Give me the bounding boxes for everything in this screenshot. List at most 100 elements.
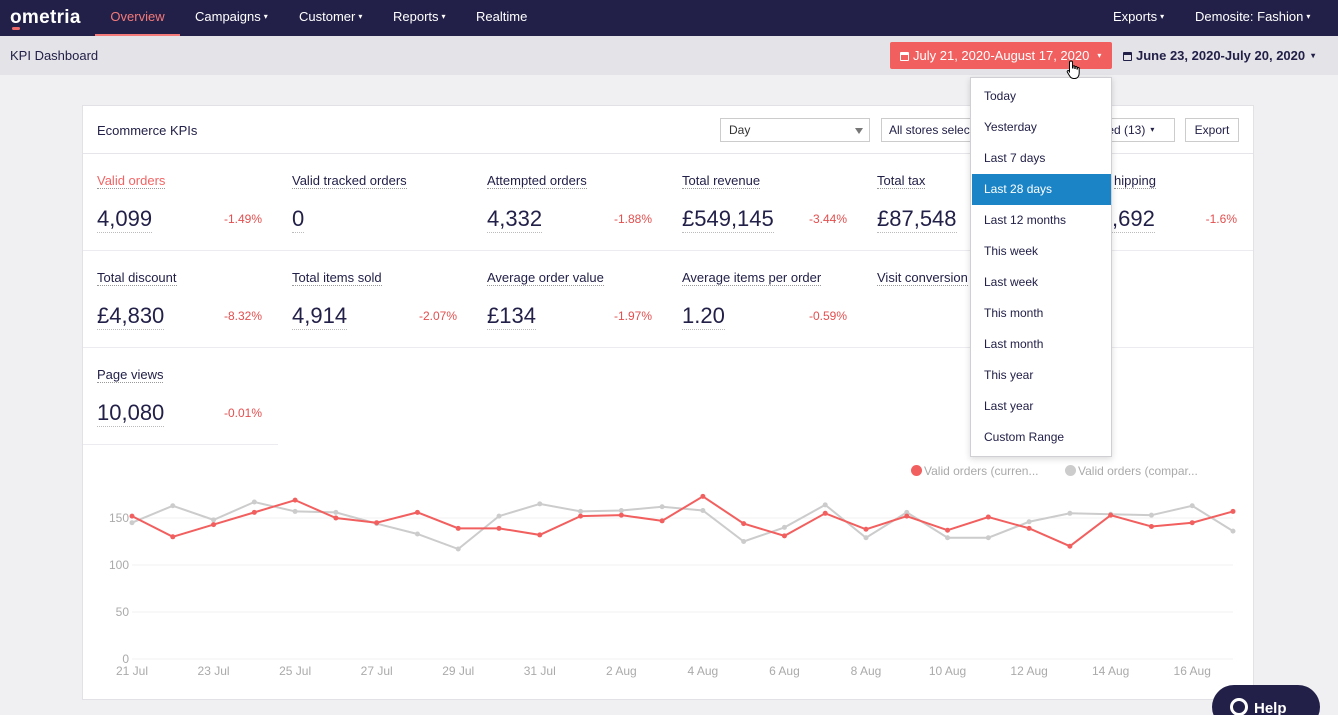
chevron-down-icon: ▾ (358, 12, 363, 21)
dropdown-item-last-12-months[interactable]: Last 12 months (984, 213, 1067, 227)
x-tick-label: 2 Aug (606, 664, 637, 678)
date-range-dropdown: Today Yesterday Last 7 days Last 28 days… (970, 77, 1112, 457)
kpi-name[interactable]: hipping (1114, 173, 1156, 189)
ometria-logo[interactable]: ometria (10, 7, 81, 28)
dropdown-item-last-year[interactable]: Last year (984, 399, 1034, 413)
kpi-name[interactable]: Visit conversion (877, 270, 968, 286)
dropdown-item-this-month[interactable]: This month (984, 306, 1044, 320)
legend-current[interactable]: Valid orders (curren... (911, 464, 1039, 478)
kpi-name[interactable]: Average order value (487, 270, 604, 286)
legend-compare[interactable]: Valid orders (compar... (1065, 464, 1198, 478)
nav-customer[interactable]: Customer ▾ (299, 9, 363, 24)
kpi-change: -8.32% (223, 309, 262, 323)
chevron-down-icon: ▾ (263, 12, 268, 21)
data-point-current (374, 520, 380, 526)
kpi-name[interactable]: Total discount (97, 270, 177, 286)
kpi-name[interactable]: Valid tracked orders (292, 173, 407, 189)
data-point-current (1230, 508, 1236, 514)
x-tick-label: 25 Jul (279, 664, 311, 678)
data-point-current (537, 532, 543, 538)
chevron-down-icon: ▾ (1306, 12, 1311, 21)
data-point-compare (333, 509, 339, 515)
kpi-value: £4,830 (97, 303, 165, 330)
kpi-card[interactable]: Average order value £134 -1.97% (473, 251, 668, 348)
dropdown-item-last-week[interactable]: Last week (984, 275, 1039, 289)
kpi-card[interactable]: Total tax £87,548 (863, 154, 1058, 251)
kpi-card[interactable]: Average items per order 1.20 -0.59% (668, 251, 863, 348)
nav-exports[interactable]: Exports ▾ (1113, 9, 1165, 24)
kpi-value: 4,332 (487, 206, 543, 233)
data-point-compare (211, 517, 217, 523)
nav-overview[interactable]: Overview (95, 0, 180, 36)
granularity-select[interactable]: Day (720, 118, 870, 142)
calendar-icon (900, 52, 909, 61)
dropdown-item-custom-range[interactable]: Custom Range (984, 430, 1065, 444)
data-point-compare (985, 535, 991, 541)
data-point-compare (578, 508, 584, 514)
dropdown-item-today[interactable]: Today (984, 89, 1017, 103)
kpi-value: 4,914 (292, 303, 348, 330)
data-point-compare (537, 501, 543, 507)
x-tick-label: 14 Aug (1092, 664, 1129, 678)
kpi-card[interactable]: Total items sold 4,914 -2.07% (278, 251, 473, 348)
kpi-name[interactable]: Total tax (877, 173, 926, 189)
stores-select-button[interactable]: All stores select (881, 118, 976, 142)
nav-realtime[interactable]: Realtime (476, 9, 528, 24)
y-tick-label: 100 (109, 558, 129, 572)
x-tick-label: 12 Aug (1010, 664, 1047, 678)
kpi-change: -1.49% (223, 212, 262, 226)
kpi-card[interactable]: Total revenue £549,145 -3.44% (668, 154, 863, 251)
export-button[interactable]: Export (1185, 118, 1239, 142)
kpi-card[interactable]: Visit conversion (863, 251, 1058, 348)
dropdown-item-last-month[interactable]: Last month (984, 337, 1044, 351)
x-tick-label: 16 Aug (1174, 664, 1211, 678)
kpi-name[interactable]: Attempted orders (487, 173, 587, 189)
nav-site-selector[interactable]: Demosite: Fashion ▾ (1195, 9, 1311, 24)
kpi-name[interactable]: Valid orders (97, 173, 166, 189)
logo-accent (12, 27, 20, 30)
orders-line-chart: 0 50 100 150 21 Jul 23 Jul 25 Jul 27 Jul 29 Jul 3… (109, 493, 1236, 678)
compare-range-label: June 23, 2020-July 20, 2020 (1136, 48, 1306, 63)
kpi-name[interactable]: Total items sold (292, 270, 382, 286)
x-tick-label: 6 Aug (769, 664, 800, 678)
help-button[interactable]: Help (1212, 685, 1320, 715)
kpi-value: £87,548 (877, 206, 957, 233)
data-point-compare (1067, 510, 1073, 516)
data-point-compare (863, 535, 869, 541)
data-point-current (170, 534, 176, 540)
kpi-name[interactable]: Page views (97, 367, 164, 383)
data-point-compare (129, 520, 135, 526)
dropdown-item-last-28-days[interactable]: Last 28 days (972, 174, 1111, 205)
top-nav: ometria Overview Campaigns ▾ Customer ▾ Re… (0, 0, 1338, 36)
kpi-card[interactable]: Page views 10,080 -0.01% (83, 348, 278, 445)
nav-campaigns[interactable]: Campaigns ▾ (195, 9, 268, 24)
dropdown-item-this-year[interactable]: This year (984, 368, 1034, 382)
kpi-name[interactable]: Average items per order (682, 270, 822, 286)
dropdown-item-yesterday[interactable]: Yesterday (984, 120, 1037, 134)
kpi-name[interactable]: Total revenue (682, 173, 761, 189)
x-tick-label: 23 Jul (198, 664, 230, 678)
dropdown-arrow-icon (855, 128, 863, 134)
kpi-value: £134 (487, 303, 536, 330)
compare-range-button[interactable]: June 23, 2020-July 20, 2020 ▾ (1123, 42, 1315, 69)
dropdown-item-last-7-days[interactable]: Last 7 days (984, 151, 1046, 165)
data-point-current (618, 512, 624, 518)
dropdown-item-this-week[interactable]: This week (984, 244, 1039, 258)
data-point-current (292, 497, 298, 503)
x-tick-label: 29 Jul (442, 664, 474, 678)
kpi-card[interactable]: Total discount £4,830 -8.32% (83, 251, 278, 348)
x-tick-label: 21 Jul (116, 664, 148, 678)
data-point-current (333, 515, 339, 521)
kpi-change: -1.97% (613, 309, 652, 323)
kpi-card[interactable]: Valid orders 4,099 -1.49% (83, 154, 278, 251)
kpi-change: -1.88% (613, 212, 652, 226)
kpi-change: -3.44% (808, 212, 847, 226)
kpi-card[interactable]: hipping ,692 -1.6% (1058, 154, 1253, 251)
kpi-value: ,692 (1112, 206, 1155, 233)
kpi-card[interactable]: Valid tracked orders 0 (278, 154, 473, 251)
nav-reports[interactable]: Reports ▾ (393, 9, 446, 24)
date-range-button[interactable]: July 21, 2020-August 17, 2020 ▾ (890, 42, 1112, 69)
kpi-card[interactable]: Attempted orders 4,332 -1.88% (473, 154, 668, 251)
data-point-current (1067, 543, 1073, 549)
data-point-compare (496, 513, 502, 519)
